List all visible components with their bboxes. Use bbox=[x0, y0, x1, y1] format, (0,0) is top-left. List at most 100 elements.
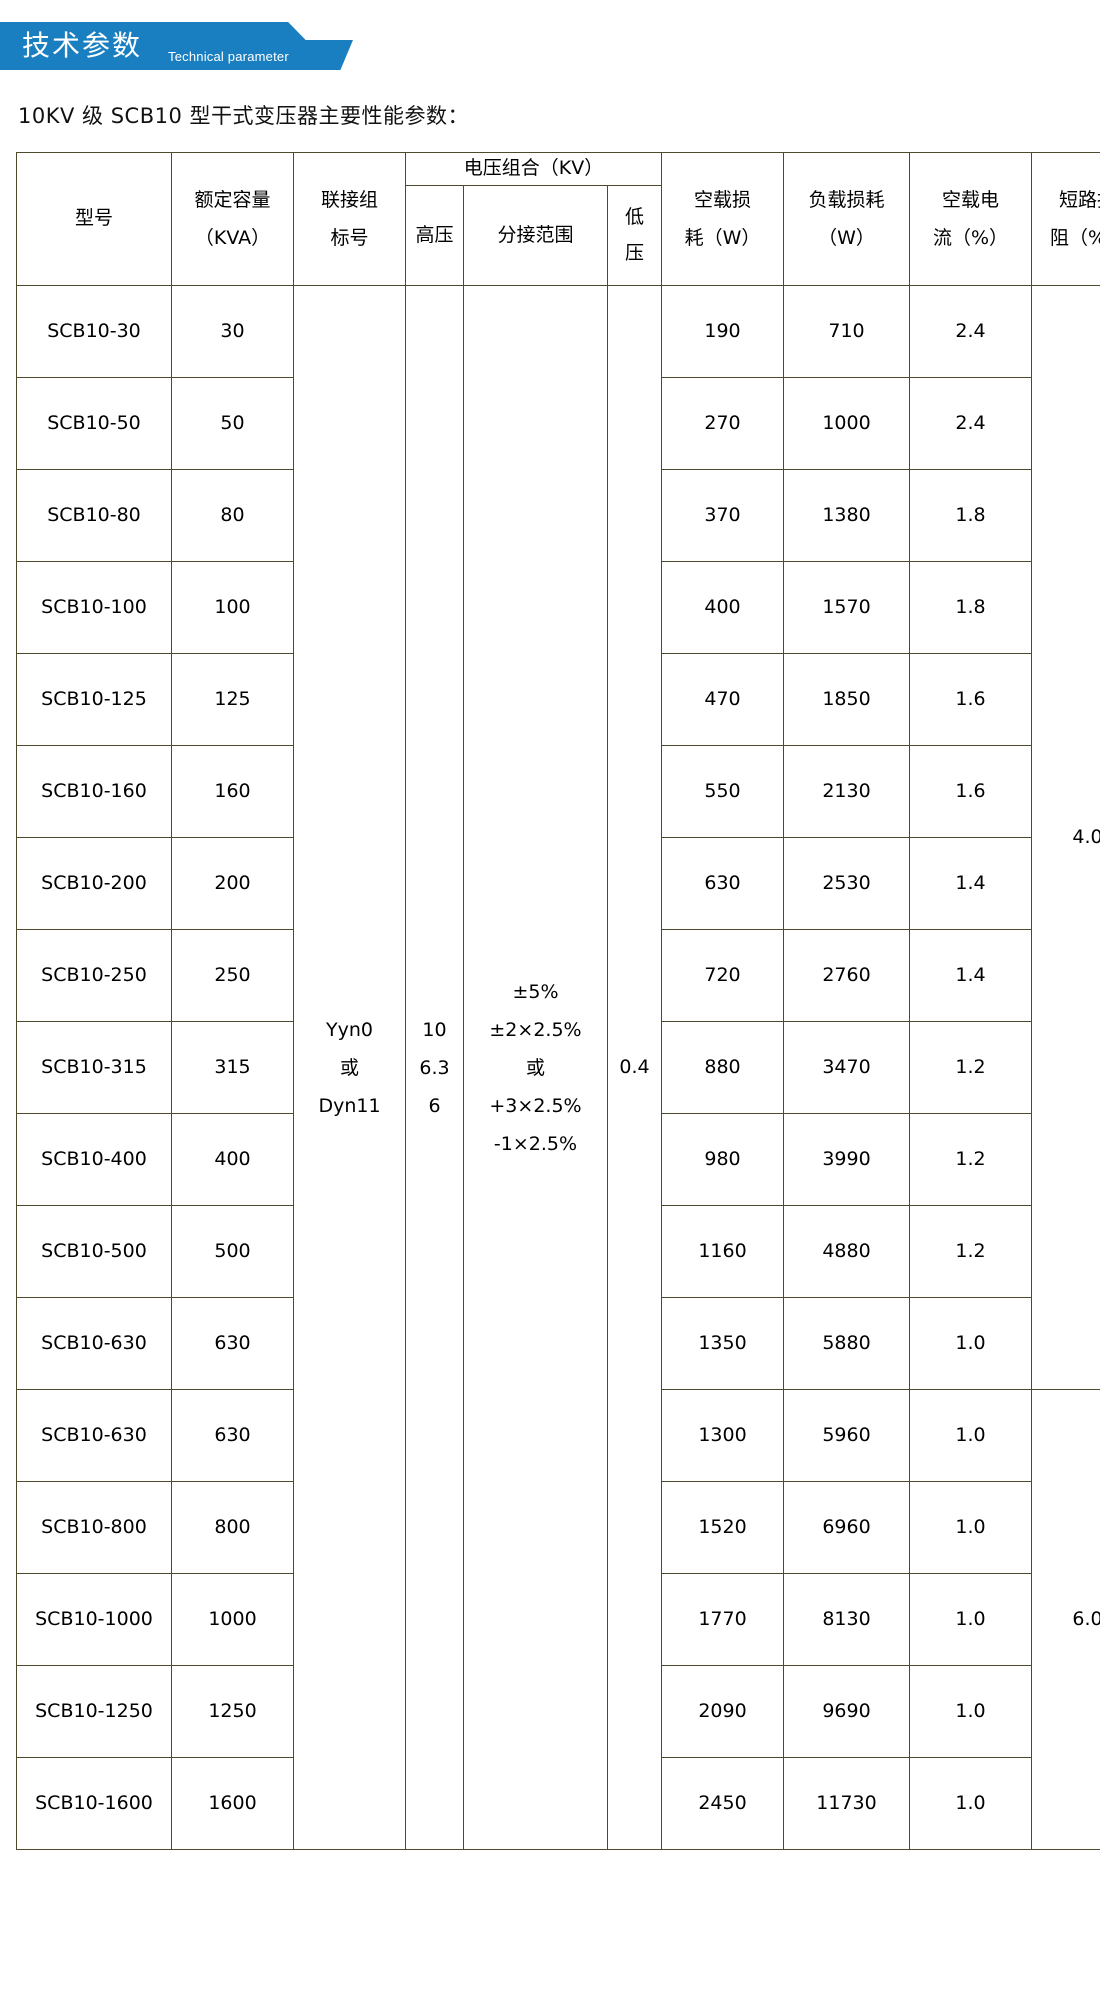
cell-model: SCB10-100 bbox=[17, 562, 172, 654]
th-rated-capacity-line1: 额定容量 bbox=[173, 181, 292, 219]
cell-no-load-loss: 550 bbox=[662, 746, 784, 838]
cell-kva: 100 bbox=[172, 562, 294, 654]
cell-no-load-current: 1.0 bbox=[910, 1390, 1032, 1482]
cell-no-load-current: 1.8 bbox=[910, 470, 1032, 562]
th-no-load-loss-line1: 空载损 bbox=[663, 181, 782, 219]
banner-title-cn: 技术参数 bbox=[22, 32, 142, 60]
cell-no-load-loss: 400 bbox=[662, 562, 784, 654]
cell-no-load-current: 1.4 bbox=[910, 930, 1032, 1022]
th-rated-capacity: 额定容量 （KVA） bbox=[172, 153, 294, 286]
cell-no-load-loss: 720 bbox=[662, 930, 784, 1022]
cell-no-load-current: 1.0 bbox=[910, 1574, 1032, 1666]
connection-group-value-2: Dyn11 bbox=[295, 1087, 404, 1125]
th-connection-group-line2: 标号 bbox=[295, 219, 404, 257]
cell-model: SCB10-400 bbox=[17, 1114, 172, 1206]
cell-no-load-loss: 630 bbox=[662, 838, 784, 930]
cell-no-load-current: 1.6 bbox=[910, 746, 1032, 838]
cell-model: SCB10-315 bbox=[17, 1022, 172, 1114]
th-no-load-current-line1: 空载电 bbox=[911, 181, 1030, 219]
cell-load-loss: 5960 bbox=[784, 1390, 910, 1482]
header-row-1: 型号 额定容量 （KVA） 联接组 标号 电压组合（KV） 空载损 耗（W） bbox=[17, 153, 1100, 186]
cell-kva: 400 bbox=[172, 1114, 294, 1206]
cell-no-load-current: 1.4 bbox=[910, 838, 1032, 930]
cell-load-loss: 2760 bbox=[784, 930, 910, 1022]
table-row[interactable]: SCB10-30 30 Yyn0 或 Dyn11 10 6.3 6 ±5% bbox=[17, 286, 1100, 378]
th-impedance-line2: 阻（%） bbox=[1033, 219, 1100, 257]
cell-kva: 80 bbox=[172, 470, 294, 562]
banner-title-en: Technical parameter bbox=[168, 49, 289, 64]
hv-value-2: 6 bbox=[407, 1087, 462, 1125]
page-header-banner: 技术参数 Technical parameter bbox=[0, 22, 1100, 94]
cell-kva: 500 bbox=[172, 1206, 294, 1298]
cell-no-load-loss: 190 bbox=[662, 286, 784, 378]
th-voltage-combination: 电压组合（KV） bbox=[406, 153, 662, 186]
cell-load-loss: 5880 bbox=[784, 1298, 910, 1390]
cell-load-loss: 1850 bbox=[784, 654, 910, 746]
cell-no-load-current: 2.4 bbox=[910, 286, 1032, 378]
tap-value-2: 或 bbox=[465, 1049, 606, 1087]
cell-no-load-current: 1.2 bbox=[910, 1022, 1032, 1114]
cell-kva: 1000 bbox=[172, 1574, 294, 1666]
cell-kva: 50 bbox=[172, 378, 294, 470]
cell-no-load-loss: 1300 bbox=[662, 1390, 784, 1482]
cell-no-load-loss: 980 bbox=[662, 1114, 784, 1206]
cell-connection-group-merged: Yyn0 或 Dyn11 bbox=[294, 286, 406, 1850]
cell-no-load-current: 1.2 bbox=[910, 1114, 1032, 1206]
cell-kva: 30 bbox=[172, 286, 294, 378]
cell-impedance-group-1: 4.0 bbox=[1032, 286, 1100, 1390]
cell-no-load-loss: 270 bbox=[662, 378, 784, 470]
cell-no-load-current: 1.2 bbox=[910, 1206, 1032, 1298]
th-no-load-current-line2: 流（%） bbox=[911, 219, 1030, 257]
th-model: 型号 bbox=[17, 153, 172, 286]
cell-load-loss: 1000 bbox=[784, 378, 910, 470]
cell-model: SCB10-80 bbox=[17, 470, 172, 562]
cell-no-load-loss: 1160 bbox=[662, 1206, 784, 1298]
cell-kva: 315 bbox=[172, 1022, 294, 1114]
th-impedance-line1: 短路抗 bbox=[1033, 181, 1100, 219]
th-load-loss-line2: （W） bbox=[785, 219, 908, 257]
th-tap-range: 分接范围 bbox=[464, 185, 608, 285]
cell-no-load-current: 1.0 bbox=[910, 1482, 1032, 1574]
cell-model: SCB10-1000 bbox=[17, 1574, 172, 1666]
th-no-load-loss-line2: 耗（W） bbox=[663, 219, 782, 257]
cell-no-load-current: 1.0 bbox=[910, 1298, 1032, 1390]
th-connection-group-line1: 联接组 bbox=[295, 181, 404, 219]
section-subtitle: 10KV 级 SCB10 型干式变压器主要性能参数： bbox=[18, 100, 1100, 130]
cell-model: SCB10-500 bbox=[17, 1206, 172, 1298]
tap-value-1: ±2×2.5% bbox=[465, 1011, 606, 1049]
cell-model: SCB10-200 bbox=[17, 838, 172, 930]
cell-no-load-loss: 1520 bbox=[662, 1482, 784, 1574]
cell-load-loss: 4880 bbox=[784, 1206, 910, 1298]
cell-kva: 800 bbox=[172, 1482, 294, 1574]
cell-impedance-group-2: 6.0 bbox=[1032, 1390, 1100, 1850]
th-hv: 高压 bbox=[406, 185, 464, 285]
cell-model: SCB10-125 bbox=[17, 654, 172, 746]
cell-kva: 250 bbox=[172, 930, 294, 1022]
cell-load-loss: 2130 bbox=[784, 746, 910, 838]
cell-kva: 630 bbox=[172, 1298, 294, 1390]
cell-model: SCB10-800 bbox=[17, 1482, 172, 1574]
cell-load-loss: 8130 bbox=[784, 1574, 910, 1666]
cell-load-loss: 710 bbox=[784, 286, 910, 378]
cell-load-loss: 1380 bbox=[784, 470, 910, 562]
cell-kva: 125 bbox=[172, 654, 294, 746]
cell-model: SCB10-630 bbox=[17, 1298, 172, 1390]
cell-no-load-loss: 2090 bbox=[662, 1666, 784, 1758]
th-load-loss-line1: 负载损耗 bbox=[785, 181, 908, 219]
hv-value-0: 10 bbox=[407, 1011, 462, 1049]
cell-model: SCB10-160 bbox=[17, 746, 172, 838]
cell-no-load-loss: 1350 bbox=[662, 1298, 784, 1390]
cell-kva: 200 bbox=[172, 838, 294, 930]
cell-lv-merged: 0.4 bbox=[608, 286, 662, 1850]
cell-no-load-loss: 2450 bbox=[662, 1758, 784, 1850]
cell-model: SCB10-1600 bbox=[17, 1758, 172, 1850]
cell-load-loss: 3470 bbox=[784, 1022, 910, 1114]
cell-load-loss: 6960 bbox=[784, 1482, 910, 1574]
cell-model: SCB10-1250 bbox=[17, 1666, 172, 1758]
connection-group-value-0: Yyn0 bbox=[295, 1011, 404, 1049]
th-impedance: 短路抗 阻（%） bbox=[1032, 153, 1100, 286]
cell-model: SCB10-250 bbox=[17, 930, 172, 1022]
cell-no-load-loss: 880 bbox=[662, 1022, 784, 1114]
cell-no-load-loss: 470 bbox=[662, 654, 784, 746]
th-rated-capacity-line2: （KVA） bbox=[173, 219, 292, 257]
